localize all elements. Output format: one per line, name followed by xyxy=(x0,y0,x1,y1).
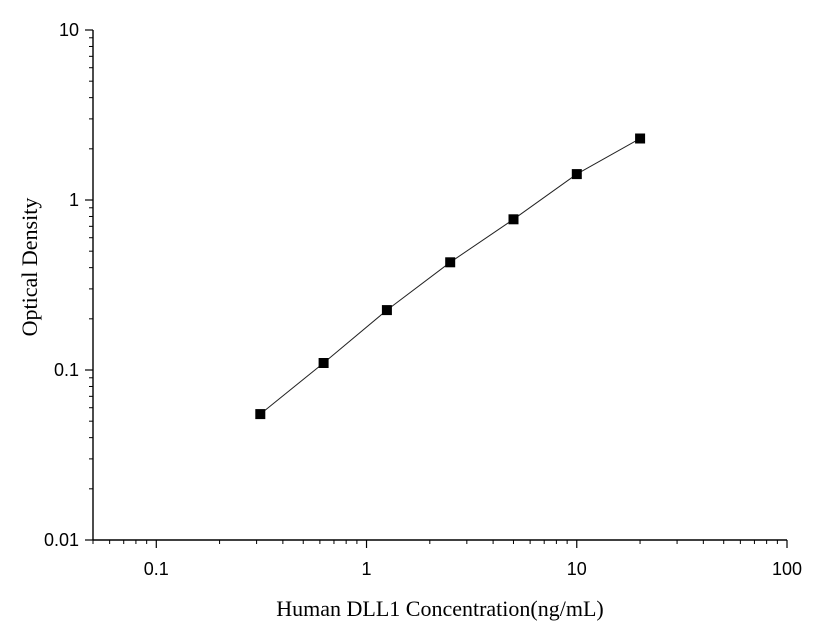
x-axis-title: Human DLL1 Concentration(ng/mL) xyxy=(276,596,603,621)
data-point-marker xyxy=(381,305,392,316)
data-point-marker xyxy=(635,133,646,144)
data-point-marker xyxy=(318,358,329,368)
fit-curve xyxy=(259,138,641,415)
data-point-marker xyxy=(445,257,456,268)
data-point-marker xyxy=(571,169,582,180)
x-tick-label: 0.1 xyxy=(144,559,169,579)
y-axis-major-ticks xyxy=(85,29,93,541)
data-point-marker xyxy=(508,214,519,225)
x-tick-label: 1 xyxy=(362,559,372,579)
data-point-marker xyxy=(255,409,266,420)
x-axis-tick-labels: 0.1 1 10 100 xyxy=(144,559,802,579)
x-tick-label: 10 xyxy=(567,559,587,579)
y-tick-label: 0.01 xyxy=(44,530,79,550)
y-tick-label: 1 xyxy=(69,190,79,210)
x-tick-label: 100 xyxy=(772,559,802,579)
y-tick-label: 0.1 xyxy=(54,360,79,380)
y-tick-label: 10 xyxy=(59,20,79,40)
x-axis-major-ticks xyxy=(155,540,788,548)
y-axis-tick-labels: 0.01 0.1 1 10 xyxy=(44,20,79,550)
y-axis-title: Optical Density xyxy=(17,198,42,337)
data-markers xyxy=(255,133,646,420)
